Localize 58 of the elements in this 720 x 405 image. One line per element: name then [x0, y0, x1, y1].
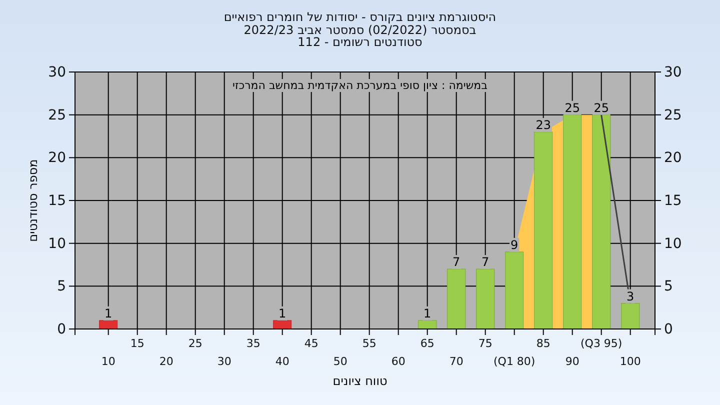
bar [534, 132, 553, 330]
y2-tick-label: 15 [664, 192, 682, 209]
y2-tick-label: 20 [664, 150, 682, 166]
x-tick-label: 25 [188, 336, 202, 350]
data-label: 25 [594, 100, 609, 115]
y2-tick-label: 25 [664, 107, 682, 124]
x-tick-label: 70 [449, 354, 464, 368]
x-tick-label: (Q1 80) [493, 354, 536, 368]
bar [476, 268, 495, 330]
y2-tick-label: 5 [664, 278, 673, 295]
x-tick-label: 15 [130, 336, 144, 350]
y2-tick-label: 0 [664, 321, 673, 338]
x-tick-label: (Q3 95) [580, 336, 622, 350]
chart-title: היסטוגרמת ציונים בקורס - יסודות של חומרים רפואיים [224, 10, 496, 24]
y2-tick-label: 10 [664, 236, 682, 252]
x-tick-label: 60 [391, 354, 406, 368]
chart-subtitle: בסמסטר (02/2022) סמסטר אביב 2022/23 סטודנטים רשומים - 112 [244, 23, 476, 49]
x-tick-label: 20 [159, 354, 174, 368]
y-axis-title: מספר סטודנטים [26, 159, 40, 242]
x-tick-label: 35 [246, 336, 260, 350]
bar [99, 320, 118, 330]
y-tick-label: 0 [57, 321, 66, 338]
bar [621, 303, 640, 330]
data-label: 3 [626, 289, 634, 304]
bar [447, 268, 466, 330]
bar [505, 252, 524, 330]
x-tick-label: 10 [101, 354, 116, 368]
data-label: 23 [536, 118, 551, 132]
x-tick-label: 65 [420, 336, 434, 350]
x-tick-label: 50 [333, 354, 348, 368]
data-label: 7 [482, 255, 490, 270]
x-tick-label: 100 [620, 354, 641, 368]
bar [273, 320, 292, 330]
data-label: 9 [510, 238, 518, 252]
x-tick-label: 75 [478, 336, 492, 350]
x-tick-label: 40 [275, 354, 290, 368]
y2-tick-label: 30 [664, 64, 682, 80]
data-label: 1 [424, 306, 432, 320]
data-label: 25 [564, 100, 580, 115]
annotation: במשימה : ציון סופי במערכת האקדמית במחשב המרכזי [232, 79, 488, 92]
y-tick-label: 25 [48, 107, 66, 124]
data-label: 7 [452, 255, 460, 270]
y-tick-label: 5 [57, 278, 66, 295]
y-tick-label: 20 [48, 150, 66, 166]
y-tick-label: 30 [48, 64, 66, 80]
x-tick-label: 90 [565, 354, 580, 368]
x-tick-label: 85 [536, 336, 550, 350]
bar [418, 320, 437, 330]
x-tick-label: 55 [362, 336, 376, 350]
y-tick-label: 10 [48, 236, 66, 252]
x-tick-label: 30 [217, 354, 232, 368]
x-axis-title: טווח ציונים [332, 374, 388, 388]
bar [592, 114, 611, 330]
bar [563, 114, 582, 330]
data-label: 1 [104, 306, 112, 320]
y-tick-label: 15 [48, 192, 66, 209]
x-tick-label: 45 [304, 336, 318, 350]
data-label: 1 [278, 306, 286, 320]
